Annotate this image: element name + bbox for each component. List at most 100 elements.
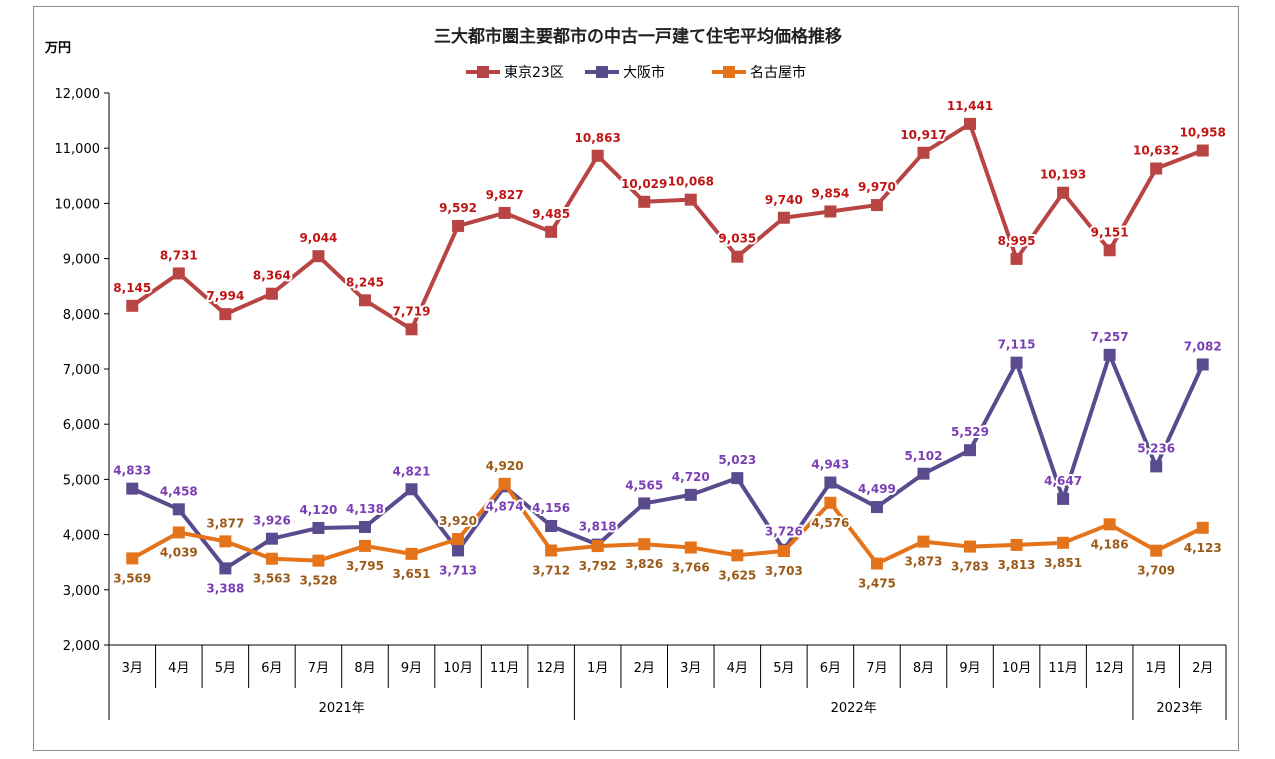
- data-label-halo: 7,257: [1091, 330, 1129, 344]
- data-label: 7,257: [1091, 330, 1129, 344]
- data-point-marker: [1103, 244, 1116, 257]
- data-label-halo: 4,499: [858, 482, 896, 496]
- data-label: 3,783: [951, 560, 989, 574]
- data-label-halo: 4,833: [113, 464, 151, 478]
- data-label-halo: 3,877: [206, 516, 244, 530]
- data-label-halo: 3,625: [718, 568, 756, 582]
- data-label-halo: 5,529: [951, 425, 989, 439]
- data-point-marker: [358, 294, 371, 307]
- x-tick-label: 2月: [634, 661, 655, 676]
- data-label-halo: 9,044: [299, 231, 337, 245]
- data-label: 10,029: [621, 177, 667, 191]
- data-point-marker: [452, 544, 465, 557]
- data-point-marker: [917, 467, 930, 480]
- data-label: 10,632: [1133, 144, 1179, 158]
- data-label: 10,863: [575, 131, 621, 145]
- x-tick-label: 10月: [1002, 661, 1032, 676]
- data-label-halo: 4,120: [299, 503, 337, 517]
- data-label-halo: 10,958: [1180, 126, 1226, 140]
- data-label-halo: 10,029: [621, 177, 667, 191]
- data-label: 3,712: [532, 563, 570, 577]
- data-label-halo: 3,388: [206, 581, 244, 595]
- data-label: 10,068: [668, 175, 714, 189]
- data-point-marker: [452, 219, 465, 232]
- x-tick-label: 2月: [1192, 661, 1213, 676]
- data-label: 5,529: [951, 425, 989, 439]
- data-point-marker: [1057, 186, 1070, 199]
- data-point-marker: [870, 557, 883, 570]
- data-point-marker: [1010, 538, 1023, 551]
- data-label: 5,236: [1137, 441, 1175, 455]
- data-label: 3,563: [253, 572, 291, 586]
- data-point-marker: [638, 497, 651, 510]
- data-label: 3,569: [113, 571, 151, 585]
- data-label: 9,592: [439, 201, 477, 215]
- chart-title: 三大都市圏主要都市の中古一戸建て住宅平均価格推移: [434, 26, 842, 47]
- data-label-halo: 3,709: [1137, 564, 1175, 578]
- data-point-marker: [1196, 144, 1209, 157]
- data-point-marker: [219, 308, 232, 321]
- data-label-halo: 8,245: [346, 275, 384, 289]
- data-point-marker: [172, 267, 185, 280]
- data-label: 7,719: [393, 304, 431, 318]
- y-tick-label: 12,000: [55, 87, 101, 102]
- data-label-halo: 3,726: [765, 525, 803, 539]
- data-label-halo: 8,731: [160, 248, 198, 262]
- data-label: 3,792: [579, 559, 617, 573]
- data-label-halo: 7,115: [998, 338, 1036, 352]
- year-label: 2021年: [319, 701, 365, 716]
- data-label: 3,625: [718, 568, 756, 582]
- y-tick-label: 2,000: [63, 639, 100, 654]
- data-label: 7,115: [998, 338, 1036, 352]
- data-point-marker: [731, 549, 744, 562]
- data-label: 4,576: [811, 516, 849, 530]
- data-point-marker: [405, 483, 418, 496]
- legend-swatch-marker: [477, 66, 489, 78]
- year-label: 2023年: [1156, 701, 1202, 716]
- data-label: 9,827: [486, 188, 524, 202]
- data-label-halo: 8,995: [998, 234, 1036, 248]
- x-tick-label: 8月: [913, 661, 934, 676]
- data-point-marker: [219, 562, 232, 575]
- data-label-halo: 7,994: [206, 289, 244, 303]
- data-point-marker: [545, 225, 558, 238]
- data-point-marker: [1103, 518, 1116, 531]
- data-label-halo: 3,873: [904, 555, 942, 569]
- data-point-marker: [964, 444, 977, 457]
- data-label: 8,245: [346, 275, 384, 289]
- data-point-marker: [591, 540, 604, 553]
- data-label-halo: 3,766: [672, 561, 710, 575]
- data-point-marker: [1010, 356, 1023, 369]
- data-point-marker: [1103, 348, 1116, 361]
- data-label: 3,703: [765, 564, 803, 578]
- data-point-marker: [126, 299, 139, 312]
- data-label: 10,193: [1040, 168, 1086, 182]
- data-label: 3,766: [672, 561, 710, 575]
- data-point-marker: [1196, 358, 1209, 371]
- data-label-halo: 3,563: [253, 572, 291, 586]
- data-label: 5,023: [718, 453, 756, 467]
- year-label: 2022年: [831, 701, 877, 716]
- data-label-halo: 3,475: [858, 577, 896, 591]
- legend-label: 名古屋市: [750, 64, 806, 81]
- data-label-halo: 3,569: [113, 571, 151, 585]
- data-point-marker: [870, 199, 883, 212]
- x-tick-label: 4月: [168, 661, 189, 676]
- data-point-marker: [964, 117, 977, 130]
- data-label-halo: 4,720: [672, 470, 710, 484]
- legend-label: 大阪市: [623, 64, 665, 81]
- data-point-marker: [172, 526, 185, 539]
- data-point-marker: [824, 496, 837, 509]
- y-tick-label: 3,000: [63, 584, 100, 599]
- data-label: 9,151: [1091, 225, 1129, 239]
- data-point-marker: [126, 552, 139, 565]
- x-tick-label: 10月: [443, 661, 473, 676]
- data-point-marker: [824, 476, 837, 489]
- data-label: 8,364: [253, 269, 291, 283]
- data-label: 3,920: [439, 514, 477, 528]
- x-tick-label: 6月: [261, 661, 282, 676]
- data-label-halo: 4,186: [1091, 537, 1129, 551]
- data-label-halo: 9,854: [811, 186, 849, 200]
- data-label: 10,917: [900, 128, 946, 142]
- data-label-halo: 3,813: [998, 558, 1036, 572]
